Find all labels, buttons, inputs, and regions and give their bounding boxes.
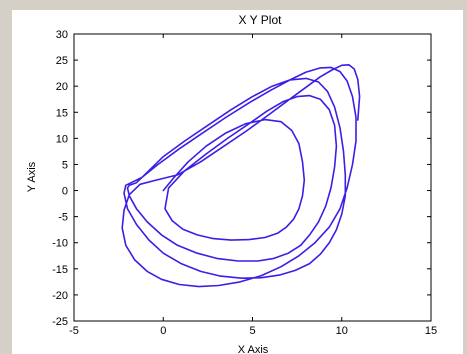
y-tick-label: 15 [56, 107, 68, 119]
figure-background-right [463, 0, 467, 354]
x-axis: -5 0 5 10 15 [69, 34, 437, 337]
x-tick-label: 10 [336, 325, 348, 337]
y-tick-label: -25 [52, 316, 68, 328]
plot-title: X Y Plot [239, 13, 283, 27]
y-tick-label: 25 [56, 55, 68, 67]
x-tick-label: 0 [160, 325, 166, 337]
trajectory-line [121, 64, 361, 288]
figure-background-left [0, 0, 12, 354]
y-tick-label: 20 [56, 81, 68, 93]
x-tick-label: 5 [249, 325, 255, 337]
x-axis-label: X Axis [238, 344, 269, 354]
figure-background-top [0, 0, 467, 10]
y-tick-label: -5 [58, 212, 68, 224]
x-tick-label: -5 [69, 325, 79, 337]
series-layer [121, 64, 361, 288]
x-tick-label: 15 [425, 325, 437, 337]
y-tick-label: -15 [52, 264, 68, 276]
y-axis: -25 -20 -15 -10 -5 0 5 10 15 20 25 30 [52, 29, 431, 328]
y-tick-label: 5 [62, 159, 68, 171]
y-axis-label: Y Axis [26, 161, 38, 192]
y-tick-label: 30 [56, 29, 68, 41]
y-tick-label: -20 [52, 290, 68, 302]
y-tick-label: 10 [56, 133, 68, 145]
plot-area [73, 33, 432, 322]
y-tick-label: -10 [52, 238, 68, 250]
y-tick-label: 0 [62, 186, 68, 198]
